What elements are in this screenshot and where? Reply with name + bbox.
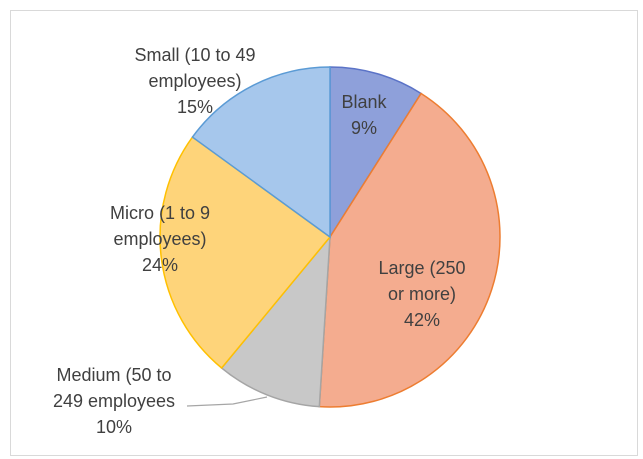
label-medium-line: 249 employees — [53, 391, 175, 411]
label-large-line: 42% — [404, 310, 440, 330]
label-small-line: Small (10 to 49 — [134, 45, 255, 65]
label-blank-line: 9% — [351, 118, 377, 138]
pie-chart: Blank 9% Large (250 or more) 42% Medium (50 t… — [11, 11, 639, 457]
label-micro-line: employees) — [113, 229, 206, 249]
label-small-line: 15% — [177, 97, 213, 117]
leader-line-medium — [187, 397, 267, 406]
label-large-line: or more) — [388, 284, 456, 304]
label-blank-line: Blank — [341, 92, 387, 112]
label-small-line: employees) — [148, 71, 241, 91]
label-medium-line: 10% — [96, 417, 132, 437]
label-medium: Medium (50 to 249 employees 10% — [53, 365, 175, 437]
chart-area: Blank 9% Large (250 or more) 42% Medium (50 t… — [10, 10, 638, 456]
label-large-line: Large (250 — [378, 258, 465, 278]
label-micro-line: Micro (1 to 9 — [110, 203, 210, 223]
label-medium-line: Medium (50 to — [56, 365, 171, 385]
label-micro-line: 24% — [142, 255, 178, 275]
